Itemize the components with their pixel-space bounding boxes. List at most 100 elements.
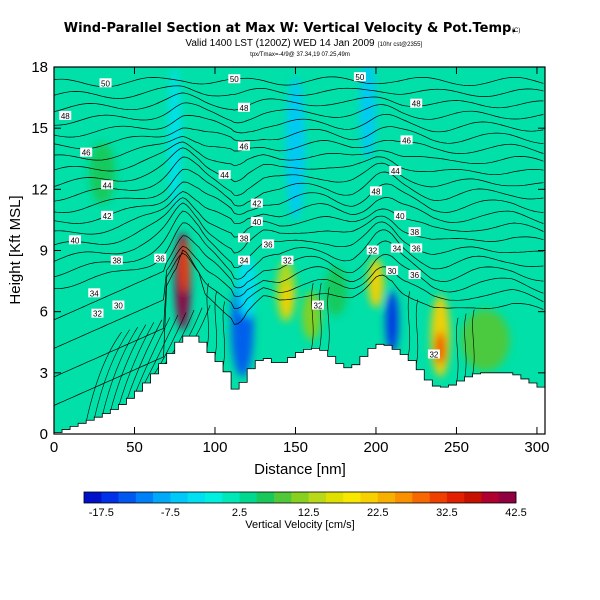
isentrope-line xyxy=(54,141,544,172)
isentrope-line xyxy=(54,136,544,161)
isentrope-line xyxy=(126,319,163,402)
colorbar-swatch xyxy=(325,492,344,503)
y-tick-label: 0 xyxy=(40,426,48,443)
isentrope-line xyxy=(54,252,544,378)
isentrope-label: 50 xyxy=(228,74,241,84)
isentrope-label-text: 30 xyxy=(388,267,397,276)
isentrope-label-text: 40 xyxy=(70,236,79,245)
isentrope-label-text: 38 xyxy=(112,257,121,266)
colorbar-labels: -17.5 -7.5 2.5 12.5 22.5 32.5 42.5 xyxy=(89,507,527,519)
x-tick-label: 0 xyxy=(50,439,58,456)
colorbar-swatch xyxy=(446,492,465,503)
isentrope-line xyxy=(54,102,544,126)
colorbar-tick-label: -17.5 xyxy=(89,507,114,519)
colorbar-swatch xyxy=(187,492,206,503)
isentrope-line xyxy=(102,327,138,416)
isentrope-label-text: 36 xyxy=(410,271,419,280)
isentrope-line xyxy=(54,222,544,290)
terrain-mask xyxy=(54,335,545,434)
isentrope-label-text: 48 xyxy=(61,112,70,121)
colorbar-swatch xyxy=(274,492,292,503)
isentrope-line xyxy=(54,191,544,235)
isentrope-line xyxy=(110,324,147,412)
vv-cell xyxy=(285,77,306,220)
vv-cell xyxy=(359,67,376,159)
isentrope-line xyxy=(327,287,330,353)
vv-cell xyxy=(435,332,446,365)
isentrope-label: 36 xyxy=(408,269,421,280)
isentrope-label: 44 xyxy=(389,165,402,176)
vv-cell xyxy=(461,309,510,371)
y-tick-label: 6 xyxy=(40,304,48,321)
isentrope-label: 38 xyxy=(110,255,123,266)
y-axis-label: Height [Kft MSL] xyxy=(7,195,24,304)
isentrope-line xyxy=(206,283,209,349)
y-tick-label: 12 xyxy=(31,181,48,198)
isentrope-label-text: 46 xyxy=(240,143,249,152)
isentrope-line xyxy=(54,197,544,246)
isentrope-label: 44 xyxy=(218,170,231,180)
colorbar-swatch xyxy=(118,492,137,503)
isentrope-line xyxy=(54,249,544,406)
isentrope-label: 32 xyxy=(366,245,379,256)
isentrope-line xyxy=(54,235,544,321)
chart-subtitle-2: tpx/Tmax=-4/9@ 37.34,19 07.25,49m xyxy=(250,52,350,58)
isentrope-line xyxy=(54,168,544,213)
isentrope-line xyxy=(54,92,544,113)
y-tick-label: 15 xyxy=(31,120,48,137)
isentrope-line xyxy=(464,313,467,380)
isentrope-label: 46 xyxy=(80,147,93,158)
isentrope-label: 44 xyxy=(101,180,114,190)
isentrope-label: 32 xyxy=(91,308,104,319)
vv-cell xyxy=(168,67,182,210)
isentrope-label-text: 48 xyxy=(240,104,249,113)
colorbar-swatch xyxy=(395,492,413,503)
isentrope-label-text: 40 xyxy=(252,218,261,227)
isentrope-label: 36 xyxy=(154,253,167,264)
colorbar-swatch xyxy=(498,492,517,503)
colorbar-swatch xyxy=(429,492,448,503)
isentrope-line xyxy=(54,210,544,278)
chart-title: Wind-Parallel Section at Max W: Vertical… xyxy=(64,21,517,36)
colorbar-swatch xyxy=(256,492,275,503)
colorbar-swatch xyxy=(101,492,119,503)
isentrope-line xyxy=(415,299,419,365)
colorbar xyxy=(83,491,517,504)
isentrope-label: 46 xyxy=(400,135,413,145)
isentrope-label-text: 36 xyxy=(156,255,165,264)
isentrope-label-text: 50 xyxy=(230,75,239,84)
isentrope-line xyxy=(54,76,544,88)
isentrope-label: 40 xyxy=(394,210,407,221)
isentrope-label-text: 46 xyxy=(402,136,411,145)
isentrope-label: 48 xyxy=(59,110,72,121)
colorbar-tick-label: -7.5 xyxy=(161,507,180,519)
isentrope-line xyxy=(93,329,130,419)
isentrope-label-text: 50 xyxy=(355,73,364,82)
colorbar-swatch xyxy=(135,492,154,503)
colorbar-swatch xyxy=(222,492,240,503)
x-tick-label: 50 xyxy=(126,439,143,456)
isentrope-contours xyxy=(54,76,544,422)
isentrope-label-text: 32 xyxy=(314,302,323,311)
colorbar-swatch xyxy=(204,492,223,503)
isentrope-line xyxy=(142,314,179,388)
isentrope-label-text: 32 xyxy=(368,247,377,256)
isentrope-label: 32 xyxy=(427,349,440,359)
x-tick-label: 200 xyxy=(363,439,388,456)
isentrope-label: 32 xyxy=(281,255,294,266)
vv-cell xyxy=(89,142,116,204)
isentrope-line xyxy=(118,322,155,408)
isentrope-label: 36 xyxy=(262,239,275,249)
isentrope-label-text: 44 xyxy=(391,167,400,176)
isentrope-label: 36 xyxy=(410,243,423,253)
isentrope-label: 48 xyxy=(369,186,382,196)
isentrope-label-text: 48 xyxy=(412,100,421,109)
isentrope-label-text: 32 xyxy=(283,257,292,266)
isentrope-label: 32 xyxy=(312,300,325,311)
isentrope-label-text: 38 xyxy=(240,234,249,243)
isentrope-label-text: 42 xyxy=(103,212,112,221)
isentrope-label-text: 36 xyxy=(264,240,273,249)
isentrope-label: 34 xyxy=(88,288,101,298)
